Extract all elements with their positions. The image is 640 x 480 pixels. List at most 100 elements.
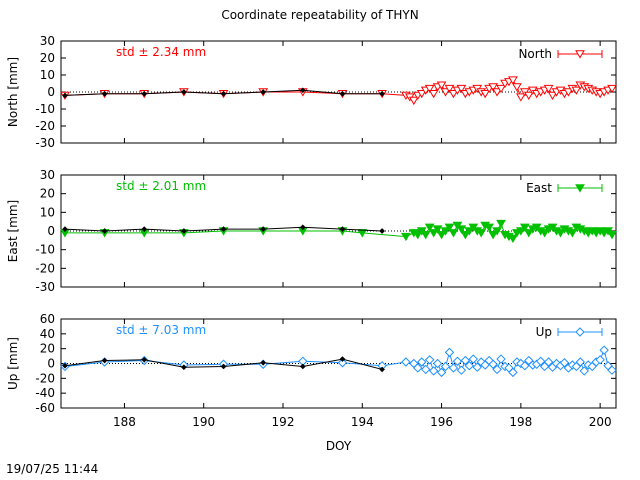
east-ytick-label: 30 <box>40 168 55 182</box>
east-data-point <box>539 229 550 238</box>
north-black-point <box>220 90 227 97</box>
up-black-point <box>339 356 346 362</box>
up-ytick-label: -40 <box>35 386 55 400</box>
east-data-point <box>519 223 530 232</box>
up-data-point <box>413 363 423 373</box>
north-ytick-label: 0 <box>47 85 55 99</box>
north-data-point <box>408 96 419 106</box>
up-data-point <box>492 364 502 375</box>
up-xtick-label: 190 <box>192 415 215 429</box>
east-data-point <box>488 231 498 240</box>
north-ytick-label: 20 <box>40 51 55 65</box>
east-data-point <box>440 227 451 236</box>
up-data-point <box>543 357 554 367</box>
east-ytick-label: -10 <box>35 243 55 257</box>
up-black-point <box>379 366 385 373</box>
east-ytick-label: -30 <box>35 280 55 294</box>
east-data-point <box>444 223 455 232</box>
north-data-point <box>444 84 455 94</box>
up-black-point <box>299 363 306 370</box>
up-data-point <box>460 355 471 366</box>
up-data-point <box>452 356 463 366</box>
up-data-point <box>472 362 482 372</box>
east-data-point <box>436 231 447 240</box>
east-data-point <box>484 223 495 232</box>
east-data-point <box>508 234 518 244</box>
up-data-point <box>488 359 498 369</box>
east-data-point <box>412 231 423 240</box>
north-data-point <box>416 90 427 99</box>
east-data-point <box>432 225 443 234</box>
up-ytick-label: -20 <box>35 371 55 385</box>
north-data-point <box>523 91 534 100</box>
up-data-point <box>440 361 451 372</box>
east-ylabel: East [mm] <box>6 200 20 262</box>
north-data-point <box>424 84 435 94</box>
north-data-point <box>512 83 522 92</box>
east-data-point <box>424 223 435 232</box>
east-std-annotation: std ± 2.01 mm <box>116 179 206 193</box>
north-black-point <box>141 90 148 97</box>
north-ytick-label: 10 <box>40 68 55 82</box>
up-ytick-label: -60 <box>35 401 55 415</box>
up-xtick-label: 200 <box>589 415 612 429</box>
up-data-point <box>508 367 518 378</box>
up-xtick-label: 188 <box>113 415 136 429</box>
north-data-point <box>456 84 467 94</box>
north-data-point <box>480 90 491 99</box>
up-ytick-label: 40 <box>40 327 55 341</box>
up-data-point <box>432 358 443 369</box>
north-ytick-label: -30 <box>35 136 55 150</box>
up-legend-marker <box>575 327 585 337</box>
east-legend-label: East <box>526 181 552 195</box>
north-ylabel: North [mm] <box>6 57 20 127</box>
north-black-point <box>260 89 267 95</box>
east-black-point <box>379 228 385 234</box>
up-data-point <box>417 357 427 367</box>
east-data-point <box>401 232 411 242</box>
up-ylabel: Up [mm] <box>6 337 20 390</box>
up-data-point <box>421 364 431 375</box>
east-data-point <box>523 229 534 238</box>
east-black-point <box>220 226 227 232</box>
up-data-point <box>607 365 617 375</box>
up-xtick-label: 196 <box>430 415 453 429</box>
north-data-point <box>508 76 518 85</box>
up-data-point <box>424 355 435 365</box>
east-black-point <box>181 228 187 234</box>
up-xtick-label: 194 <box>351 415 374 429</box>
up-xtick-label: 198 <box>509 415 532 429</box>
north-ytick-label: 30 <box>40 34 55 48</box>
north-legend-label: North <box>518 47 552 61</box>
east-black-point <box>339 226 346 232</box>
up-data-point <box>444 347 455 358</box>
up-data-point <box>428 366 439 376</box>
up-data-point <box>401 357 411 367</box>
north-data-point <box>440 88 451 97</box>
north-data-point <box>515 93 526 102</box>
up-black-point <box>141 356 148 363</box>
east-data-point <box>496 219 506 229</box>
east-ytick-label: -20 <box>35 261 55 275</box>
east-data-point <box>460 231 471 240</box>
east-black-point <box>101 228 108 234</box>
east-data-point <box>567 229 578 238</box>
up-ytick-label: 0 <box>47 357 55 371</box>
north-data-point <box>607 84 617 94</box>
north-ytick-label: -10 <box>35 102 55 116</box>
east-ytick-label: 0 <box>47 224 55 238</box>
east-data-point <box>607 231 617 240</box>
up-data-point <box>575 357 586 367</box>
east-black-point <box>299 224 306 231</box>
up-legend-label: Up <box>536 325 552 339</box>
east-data-point <box>448 229 459 238</box>
timestamp: 19/07/25 11:44 <box>6 462 99 476</box>
up-data-point <box>337 358 348 368</box>
up-data-point <box>436 367 447 378</box>
up-data-point <box>476 357 486 367</box>
chart-title: Coordinate repeatability of THYN <box>221 8 419 22</box>
up-data-point <box>464 361 475 371</box>
up-data-point <box>551 358 562 369</box>
up-data-point <box>599 345 609 355</box>
